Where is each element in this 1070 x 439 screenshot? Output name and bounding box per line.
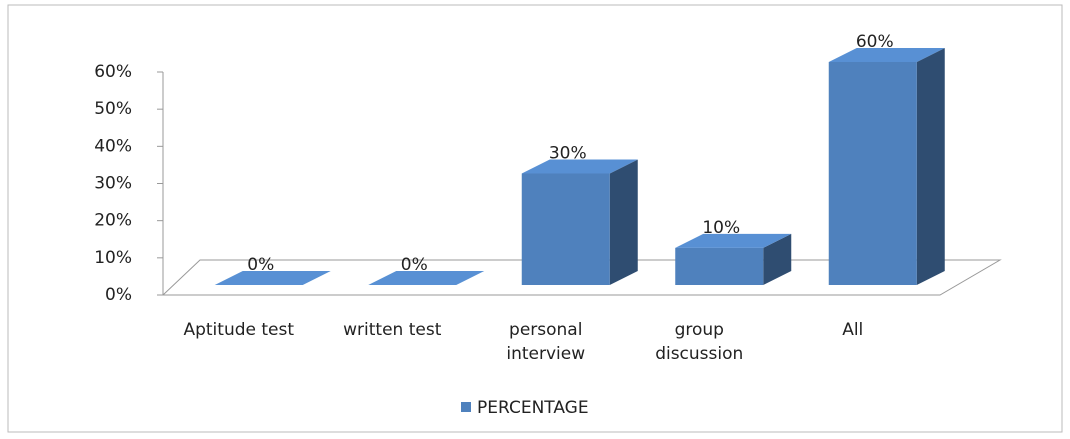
bar [521,173,610,285]
bar-top [521,159,638,174]
bar [828,62,917,285]
value-label: 10% [702,218,740,238]
bar-top [675,233,792,248]
bar-top [828,48,945,62]
y-tick-label: 10% [94,248,132,268]
y-tick-label: 0% [105,285,132,305]
y-tick-label: 30% [94,174,132,194]
bar-side [916,48,945,285]
bar-side [609,159,638,285]
value-label: 0% [247,255,274,275]
bar [675,247,764,285]
legend-label: PERCENTAGE [477,398,589,418]
bar-top [214,271,331,285]
x-tick-label: written test [343,320,442,340]
y-tick-label: 60% [94,62,132,82]
x-tick-label: group discussion [655,320,744,364]
value-label: 0% [401,255,428,275]
chart-border [7,4,1063,433]
x-tick-label: All [842,320,864,340]
x-tick-label: Aptitude test [183,320,295,340]
y-tick-label: 20% [94,211,132,231]
y-tick-label: 50% [94,99,132,119]
legend-swatch [461,402,471,412]
bar-top [368,271,485,285]
bar-side [763,233,792,285]
value-label: 60% [856,32,894,52]
x-tick-label: personal interview [506,320,586,364]
y-tick-label: 40% [94,136,132,156]
value-label: 30% [549,144,587,164]
